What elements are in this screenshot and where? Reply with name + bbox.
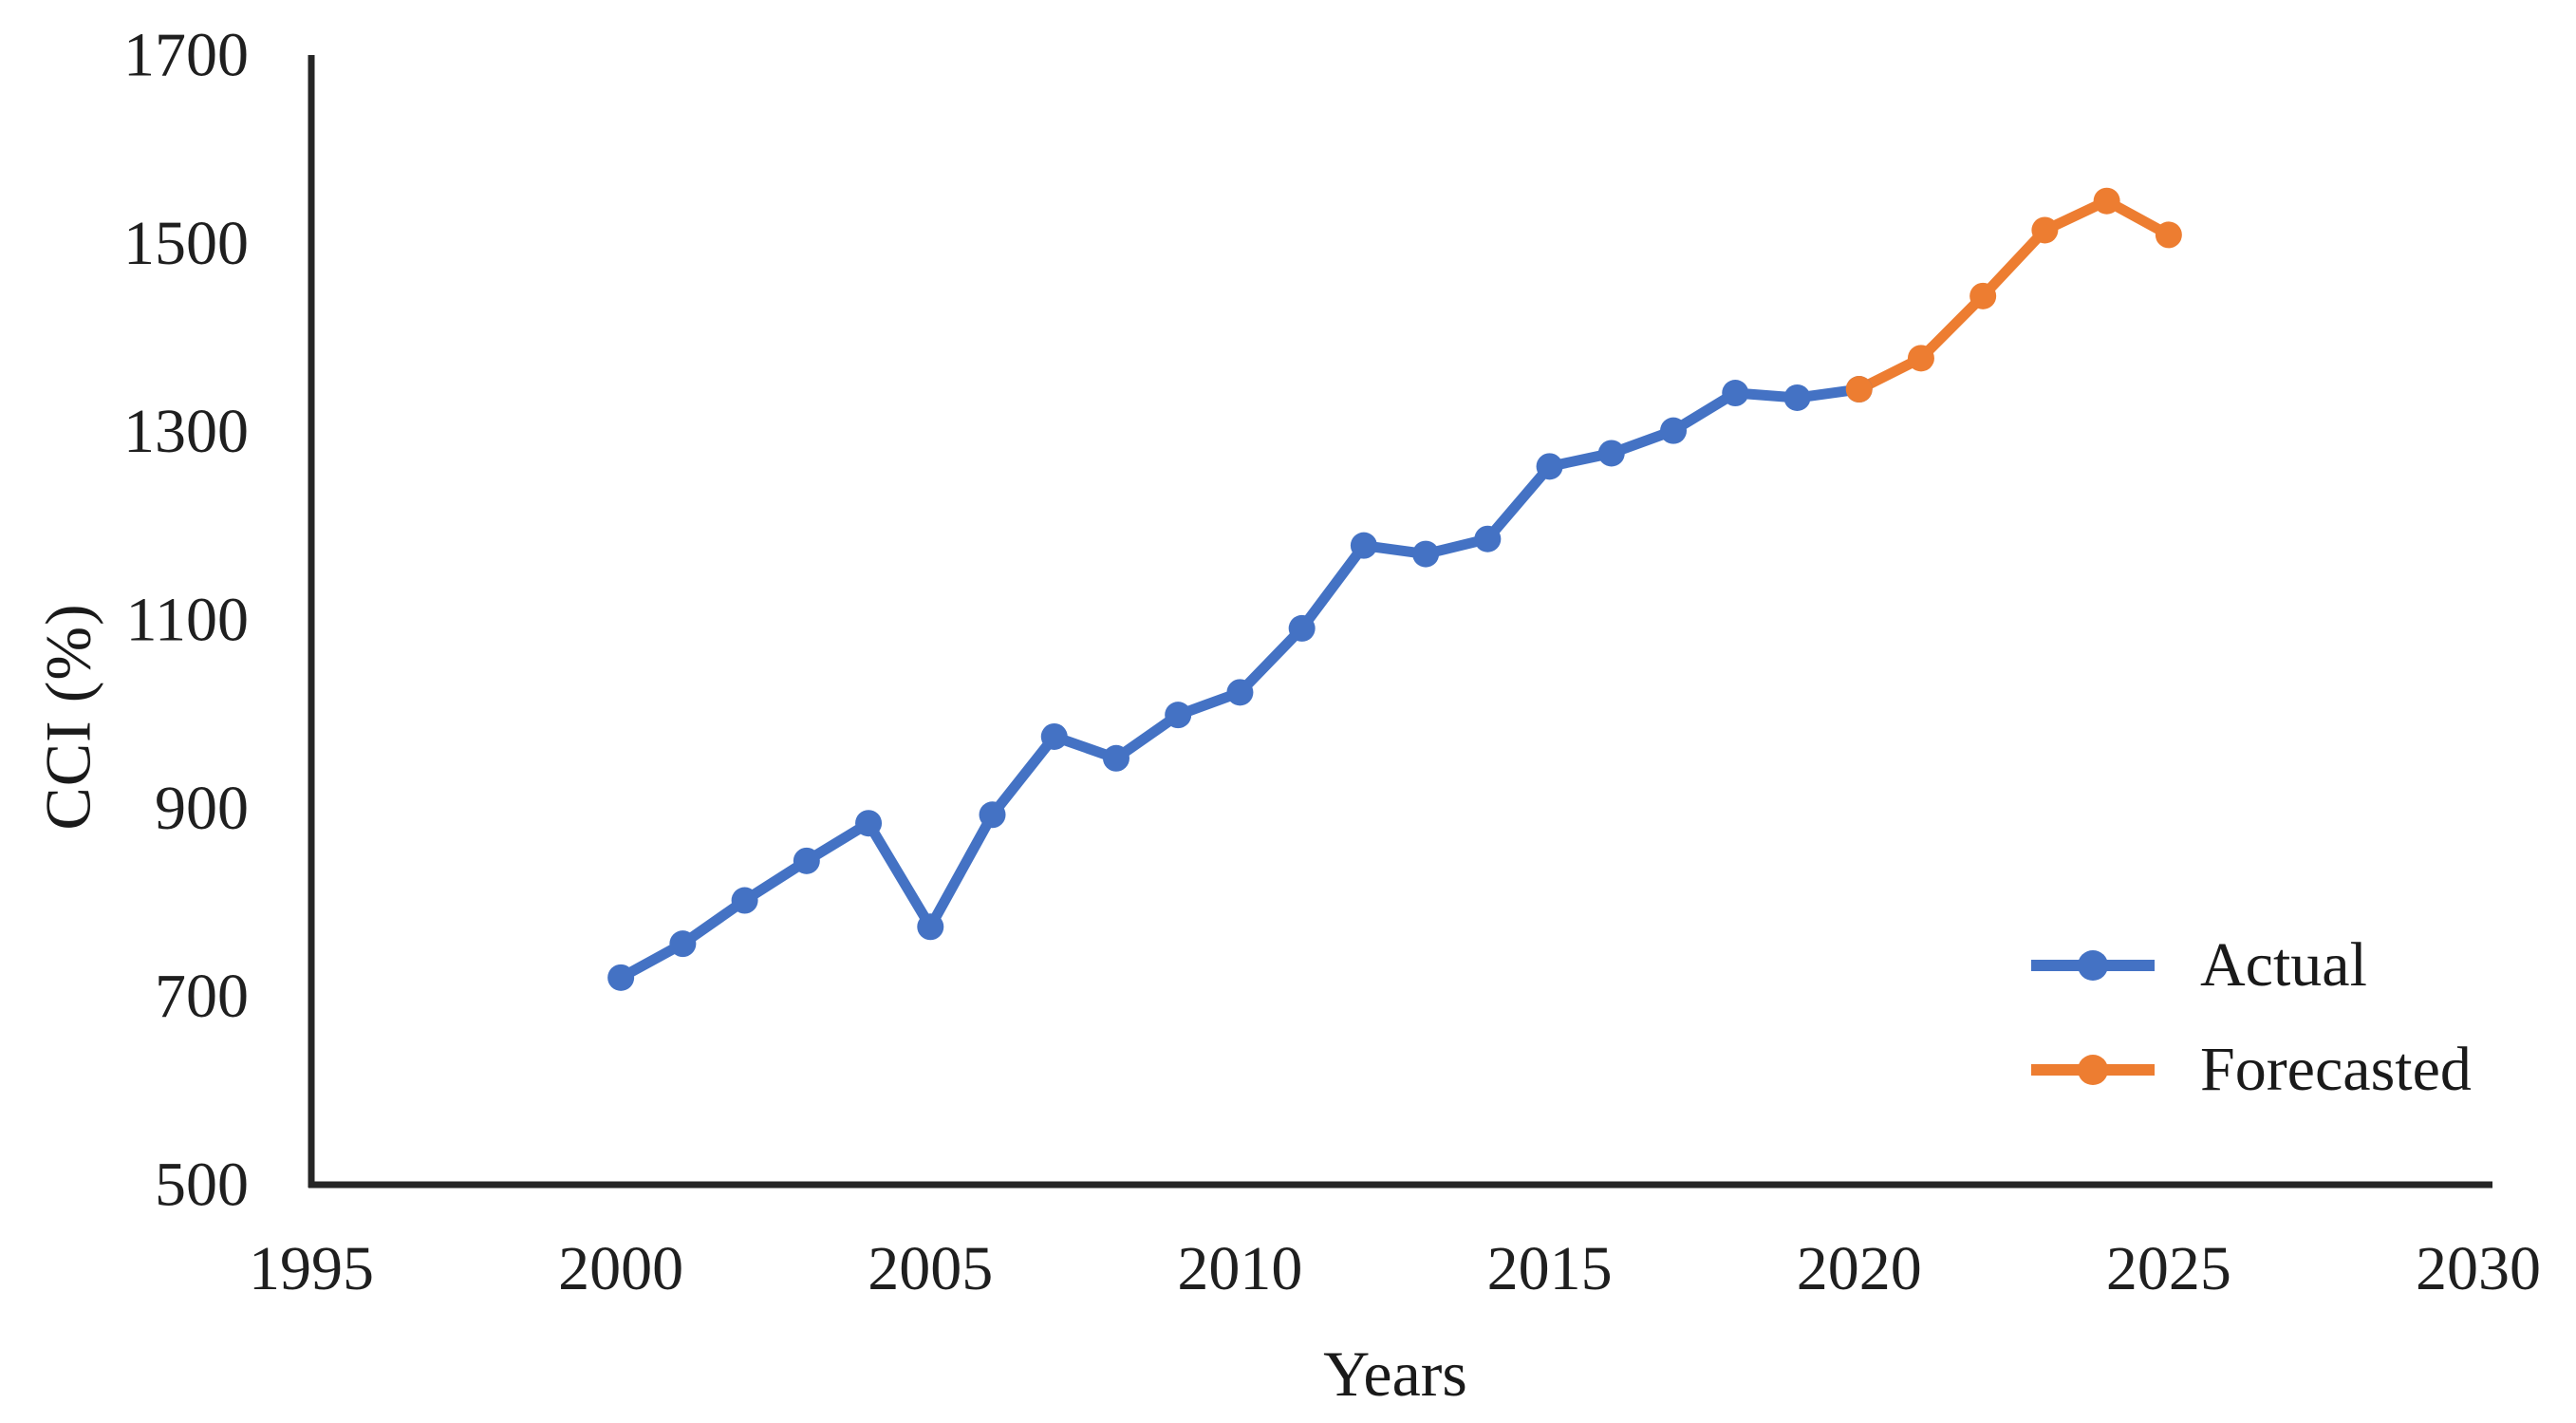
x-tick-label-2010: 2010 bbox=[1177, 1234, 1302, 1303]
forecasted-series-line bbox=[1854, 196, 2175, 395]
actual-point-2011 bbox=[1288, 614, 1316, 642]
actual-point-2013 bbox=[1412, 540, 1440, 568]
actual-point-2009 bbox=[1165, 702, 1192, 729]
y-tick-label-900: 900 bbox=[155, 774, 249, 843]
x-tick-label-2005: 2005 bbox=[868, 1234, 993, 1303]
x-tick-label-1995: 1995 bbox=[249, 1234, 374, 1303]
actual-point-2018 bbox=[1722, 380, 1749, 407]
y-tick-label-500: 500 bbox=[155, 1151, 249, 1220]
forecasted-point-2025 bbox=[2155, 221, 2182, 249]
y-tick-label-1700: 1700 bbox=[123, 21, 249, 90]
forecasted-point-2023 bbox=[2031, 216, 2059, 244]
y-tick-label-1300: 1300 bbox=[123, 397, 249, 466]
forecasted-point-2020 bbox=[1845, 376, 1873, 403]
x-axis-title: Years bbox=[1323, 1338, 1467, 1410]
chart-legend: Actual Forecasted bbox=[2031, 913, 2472, 1122]
actual-point-2003 bbox=[793, 847, 820, 874]
x-tick-label-2025: 2025 bbox=[2106, 1234, 2231, 1303]
actual-point-2006 bbox=[979, 801, 1006, 829]
actual-point-2008 bbox=[1102, 744, 1129, 772]
actual-point-2000 bbox=[607, 964, 635, 991]
actual-point-2010 bbox=[1226, 679, 1254, 706]
actual-point-2012 bbox=[1350, 532, 1377, 559]
actual-point-2015 bbox=[1536, 453, 1563, 480]
y-tick-label-1500: 1500 bbox=[123, 209, 249, 278]
forecasted-series-marker-icon bbox=[2031, 1055, 2155, 1085]
forecasted-point-2024 bbox=[2093, 187, 2120, 215]
actual-point-2016 bbox=[1597, 440, 1625, 467]
x-tick-label-2000: 2000 bbox=[558, 1234, 683, 1303]
x-tick-label-2020: 2020 bbox=[1797, 1234, 1922, 1303]
legend-label-actual: Actual bbox=[2200, 930, 2367, 1000]
actual-series-marker-icon bbox=[2031, 950, 2155, 981]
actual-point-2005 bbox=[917, 913, 944, 941]
y-axis-title: CCI (%) bbox=[31, 603, 104, 831]
actual-point-2001 bbox=[669, 930, 697, 958]
x-tick-label-2030: 2030 bbox=[2416, 1234, 2541, 1303]
forecasted-point-2022 bbox=[1969, 282, 1997, 309]
actual-point-2002 bbox=[731, 887, 758, 914]
actual-point-2004 bbox=[855, 810, 883, 837]
y-tick-label-700: 700 bbox=[155, 962, 249, 1031]
forecasted-point-2021 bbox=[1907, 345, 1934, 372]
legend-item-actual: Actual bbox=[2031, 913, 2472, 1018]
actual-point-2019 bbox=[1783, 384, 1811, 411]
y-tick-label-1100: 1100 bbox=[125, 586, 249, 655]
actual-point-2014 bbox=[1474, 525, 1502, 552]
x-tick-label-2015: 2015 bbox=[1487, 1234, 1613, 1303]
legend-item-forecasted: Forecasted bbox=[2031, 1018, 2472, 1122]
actual-point-2017 bbox=[1660, 417, 1688, 444]
actual-point-2007 bbox=[1040, 722, 1068, 750]
legend-label-forecasted: Forecasted bbox=[2200, 1035, 2472, 1104]
